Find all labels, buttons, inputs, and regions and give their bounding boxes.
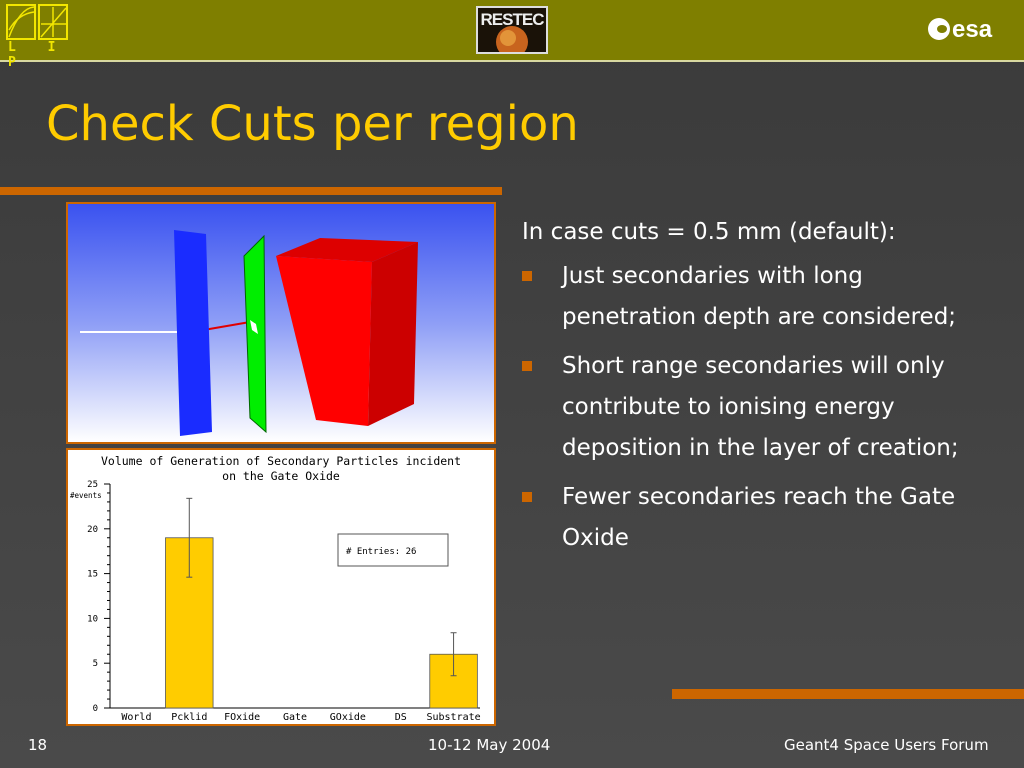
page-number: 18: [28, 736, 48, 754]
esa-logo: esa: [928, 16, 992, 44]
restec-logo-text: RESTEC: [480, 10, 545, 29]
stats-box: [337, 533, 449, 567]
intro-text: In case cuts = 0.5 mm (default):: [522, 219, 896, 245]
green-plate: [243, 234, 267, 434]
geometry-illustration: [80, 230, 418, 436]
red-block-side: [368, 242, 418, 426]
y-tick-label: 10: [87, 614, 98, 624]
lip-logo-text: L I P: [8, 40, 68, 70]
red-block-front: [276, 256, 372, 426]
y-axis-label: #events: [70, 491, 102, 500]
chart-title-line-2: on the Gate Oxide: [222, 469, 340, 483]
bullet-text: Fewer secondaries reach the Gate Oxide: [562, 484, 956, 551]
x-tick-label: GOxide: [330, 712, 366, 723]
red-block-top: [276, 238, 418, 262]
bullet-item: Short range secondaries will only contri…: [522, 346, 962, 469]
slide-title: Check Cuts per region: [46, 96, 579, 152]
header-bar: L I P RESTEC esa: [0, 0, 1024, 70]
bullet-text: Just secondaries with long penetration d…: [562, 263, 957, 330]
footer-date: 10-12 May 2004: [428, 736, 551, 754]
y-tick-label: 25: [87, 480, 98, 490]
chart-title-line-1: Volume of Generation of Secondary Partic…: [100, 454, 462, 468]
title-divider: [0, 187, 502, 195]
esa-emblem-icon: [928, 18, 950, 40]
esa-logo-text: esa: [952, 16, 993, 43]
bottom-divider: [672, 689, 1024, 699]
stats-entries: # Entries: 26: [346, 547, 416, 557]
restec-logo: RESTEC: [476, 6, 548, 54]
bullet-text: Short range secondaries will only contri…: [562, 353, 959, 461]
x-tick-label: Pcklid: [171, 712, 207, 723]
x-tick-label: Gate: [283, 712, 307, 723]
y-tick-label: 0: [93, 704, 98, 714]
bullet-square-icon: [522, 271, 532, 281]
bullet-square-icon: [522, 492, 532, 502]
footer-event: Geant4 Space Users Forum: [784, 736, 989, 754]
chart-title: Volume of Generation of Secondary Partic…: [68, 454, 494, 484]
chart-plot: 0 5 10 15 20 25#events World Pcklid FOxide Gate GO…: [70, 480, 481, 723]
bullet-square-icon: [522, 361, 532, 371]
gate-oxide-marker: [250, 320, 258, 334]
x-tick-label: World: [121, 712, 151, 723]
x-tick-label: DS: [395, 712, 407, 723]
restec-sun-icon: [496, 26, 528, 52]
lip-logo-icon: [6, 4, 68, 40]
bullet-list: In case cuts = 0.5 mm (default): Just se…: [522, 214, 992, 567]
blue-plate: [174, 230, 212, 436]
bullet-item: Fewer secondaries reach the Gate Oxide: [522, 477, 962, 559]
x-tick-label: FOxide: [224, 712, 260, 723]
geometry-view: [66, 202, 496, 444]
y-tick-label: 15: [87, 570, 98, 580]
bullet-item: Just secondaries with long penetration d…: [522, 256, 962, 338]
y-tick-label: 20: [87, 525, 98, 535]
y-tick-label: 5: [93, 659, 98, 669]
x-tick-label: Substrate: [426, 712, 480, 723]
secondary-particles-chart: Volume of Generation of Secondary Partic…: [66, 448, 496, 726]
